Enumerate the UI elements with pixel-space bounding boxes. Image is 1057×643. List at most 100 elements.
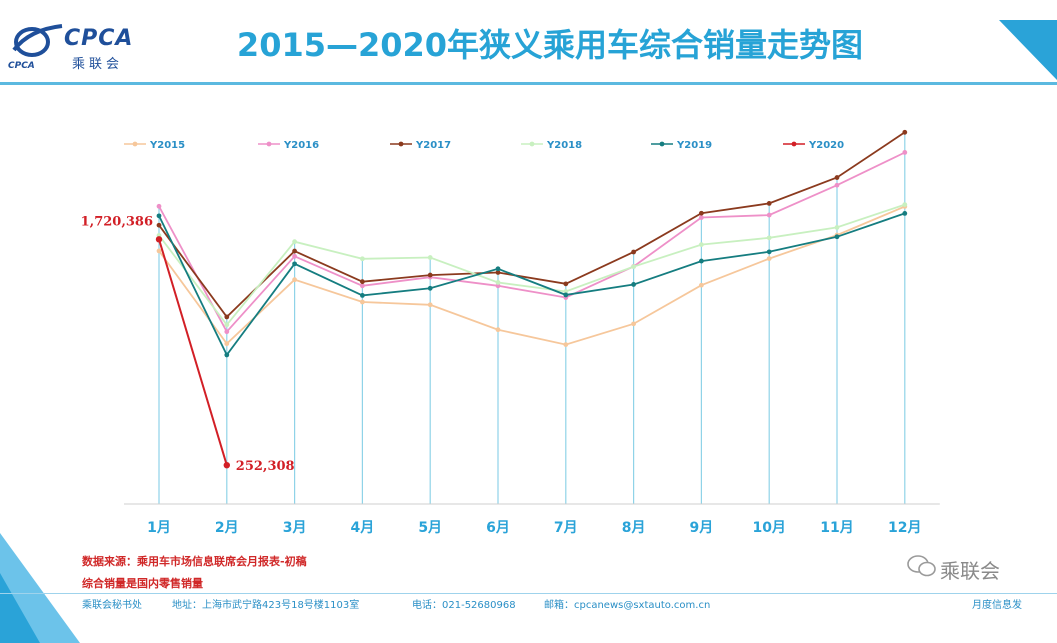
footer-address: 地址：上海市武宁路423号18号楼1103室 (172, 600, 360, 611)
data-point (902, 210, 908, 216)
data-point (292, 277, 297, 283)
data-point (292, 239, 297, 245)
x-tick-label: 5月 (418, 520, 442, 536)
x-tick-label: 7月 (554, 520, 578, 536)
x-tick-label: 12月 (888, 520, 921, 536)
x-tick-label: 11月 (820, 520, 853, 536)
data-point (834, 175, 840, 180)
series-line (158, 203, 906, 327)
wechat-icon (907, 555, 936, 577)
data-point (292, 261, 297, 267)
logo-small-text: CPCA (8, 61, 35, 71)
data-point (495, 266, 501, 272)
data-point (563, 342, 569, 348)
series-y2016 (156, 150, 908, 335)
series-y2020 (155, 236, 230, 469)
data-point (766, 249, 772, 255)
data-point (292, 253, 297, 259)
data-point (427, 255, 433, 260)
data-point (766, 235, 772, 241)
footer-right: 月度信息发 (972, 600, 1022, 611)
series-line (158, 239, 228, 466)
legend-swatch-marker (659, 141, 665, 147)
data-point (360, 279, 365, 285)
data-point (292, 248, 297, 254)
data-point (427, 285, 433, 291)
data-point (699, 242, 704, 248)
data-point (902, 150, 908, 155)
legend-swatch-marker (266, 141, 272, 147)
data-point (834, 234, 840, 240)
footer-org: 乘联会秘书处 (82, 600, 142, 611)
source-note: 数据来源：乘用车市场信息联席会月报表-初稿 (82, 555, 307, 568)
data-point (155, 236, 163, 243)
legend-item-y2018: Y2018 (521, 140, 582, 151)
definition-note: 综合销量是国内零售销量 (82, 577, 203, 590)
x-tick-label: 4月 (351, 520, 375, 536)
header: CPCA CPCA 乘联会 2015—2020年狭义乘用车综合销量走势图 (0, 0, 1057, 85)
legend-swatch-marker (529, 141, 535, 147)
data-point (495, 270, 501, 275)
data-point (156, 248, 162, 254)
data-point (766, 256, 772, 262)
data-point (631, 264, 636, 270)
legend-label: Y2016 (283, 140, 319, 151)
data-point (902, 202, 908, 208)
footer-email: 邮箱：cpcanews@sxtauto.com.cn (544, 600, 711, 611)
sales-line-chart: 1月 2月 3月 4月 5月 6月 7月 8月 9月 10月 11月 12月 Y2015 Y2016 Y2… (81, 129, 940, 536)
x-tick-label: 6月 (486, 520, 510, 536)
data-point (834, 224, 840, 230)
legend-label: Y2015 (149, 140, 185, 151)
data-labels: 1,720,386 252,308 (81, 214, 295, 474)
x-tick-label: 1月 (147, 520, 171, 536)
globe-logo-icon: CPCA (8, 24, 63, 71)
data-point (156, 213, 162, 219)
data-point (766, 200, 772, 206)
data-point (902, 129, 908, 135)
legend-item-y2020: Y2020 (783, 140, 844, 151)
series-y2015 (156, 204, 908, 348)
data-point (631, 249, 636, 255)
corner-decoration (999, 20, 1057, 80)
data-point (766, 212, 772, 218)
data-point (563, 289, 569, 294)
series-line (158, 131, 906, 319)
data-point (631, 321, 636, 327)
legend-item-y2016: Y2016 (258, 140, 319, 151)
legend-item-y2017: Y2017 (390, 140, 451, 151)
legend: Y2015 Y2016 Y2017 Y2018 Y2019 Y2020 (124, 140, 844, 151)
legend-item-y2015: Y2015 (124, 140, 185, 151)
logo-text: CPCA (64, 26, 134, 51)
wechat-label: 乘联会 (940, 559, 1000, 583)
legend-item-y2019: Y2019 (651, 140, 712, 151)
legend-label: Y2020 (808, 140, 844, 151)
x-tick-label: 2月 (215, 520, 239, 536)
data-point (427, 272, 433, 278)
data-point (360, 292, 365, 298)
legend-swatch-marker (791, 141, 797, 147)
series-line (158, 151, 906, 334)
data-point (495, 283, 501, 289)
data-point (156, 203, 162, 209)
data-point (360, 283, 365, 289)
series-y2017 (156, 129, 908, 320)
data-point (224, 352, 230, 358)
series-line (158, 212, 906, 357)
data-point (360, 299, 365, 305)
data-point (699, 215, 704, 220)
footer-phone: 电话：021-52680968 (412, 600, 516, 611)
data-point (495, 280, 501, 285)
data-point (224, 341, 230, 347)
x-tick-labels: 1月 2月 3月 4月 5月 6月 7月 8月 9月 10月 11月 12月 (147, 520, 921, 536)
series-y2018 (156, 202, 908, 328)
data-point (563, 292, 569, 298)
legend-swatch-marker (132, 141, 138, 147)
data-point (699, 210, 704, 216)
header-divider (0, 82, 1057, 85)
series-line (158, 205, 906, 346)
data-point (224, 322, 230, 328)
x-tick-label: 10月 (752, 520, 785, 536)
data-point (699, 258, 704, 264)
data-label: 1,720,386 (81, 214, 153, 229)
data-point (631, 282, 636, 287)
